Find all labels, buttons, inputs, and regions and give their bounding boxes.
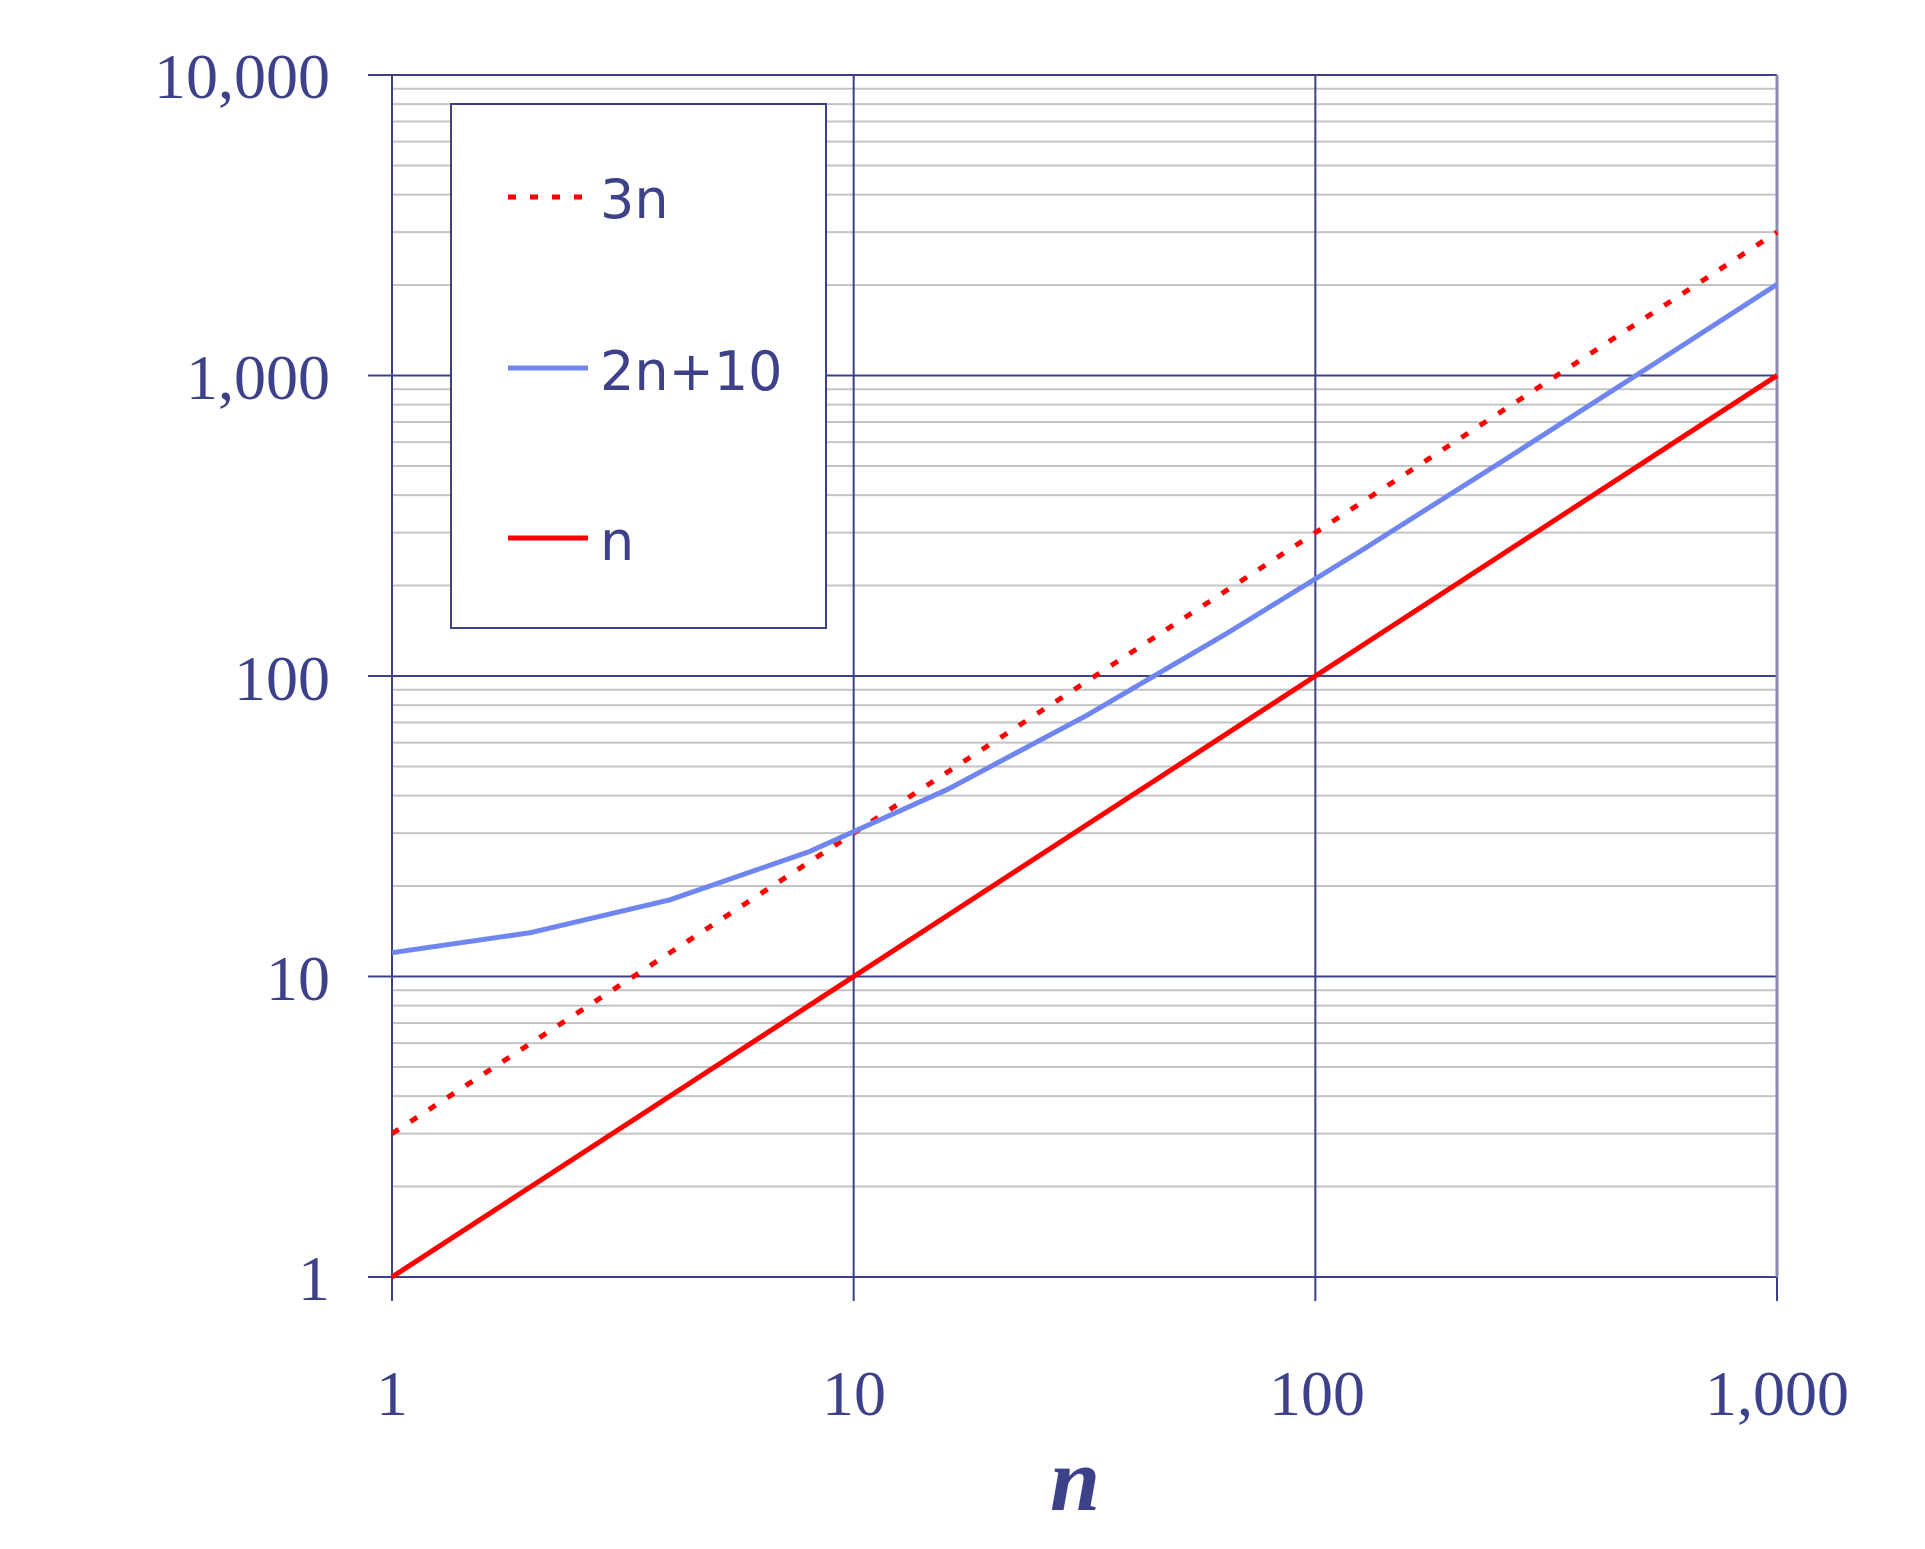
- x-tick-label: 1: [376, 1358, 408, 1429]
- series-layer: [390, 230, 1779, 1280]
- legend-label-2n10: 2n+10: [600, 340, 783, 403]
- x-tick-label: 1,000: [1705, 1358, 1849, 1429]
- x-tick-label: 10: [822, 1358, 886, 1429]
- y-tick-label: 100: [234, 643, 330, 714]
- x-tick-label: 100: [1269, 1358, 1365, 1429]
- tick-labels: 1 10 100 1,000 10,000 1 10 100 1,000: [154, 41, 1849, 1429]
- legend-label-n: n: [600, 510, 634, 573]
- series-line-n: [390, 373, 1779, 1280]
- x-axis-label: n: [1050, 1431, 1100, 1530]
- legend: 3n 2n+10 n: [450, 103, 827, 629]
- y-tick-label: 10: [266, 943, 330, 1014]
- series-line-2n10: [391, 282, 1779, 956]
- legend-label-3n: 3n: [600, 168, 669, 231]
- y-tick-label: 10,000: [154, 41, 330, 112]
- y-tick-label: 1,000: [186, 342, 330, 413]
- y-tick-label: 1: [298, 1243, 330, 1314]
